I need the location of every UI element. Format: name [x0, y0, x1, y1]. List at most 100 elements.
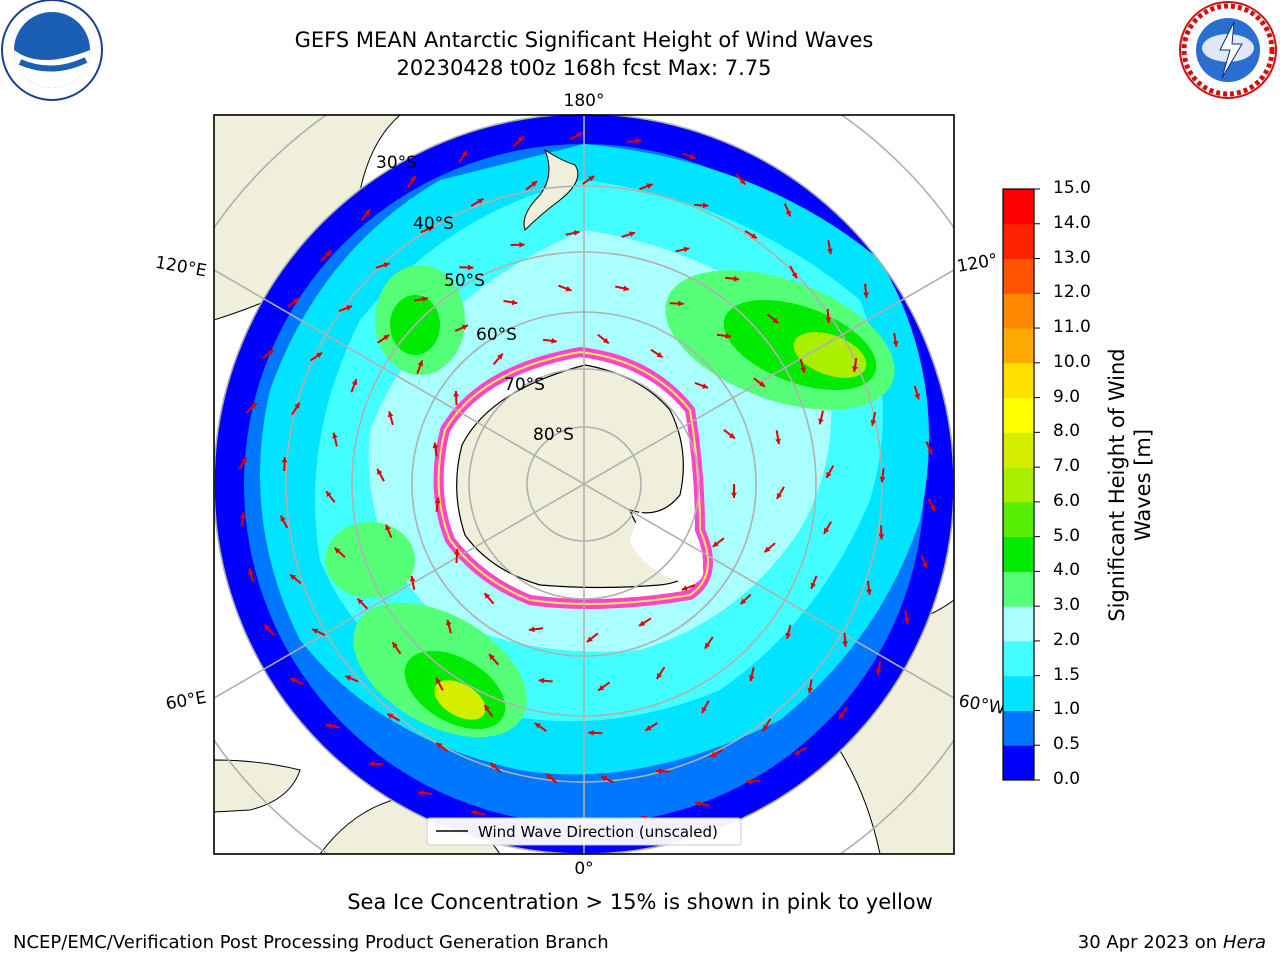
direction-arrow-head [293, 298, 299, 304]
colorbar-tick-label: 4.0 [1053, 560, 1081, 581]
direction-arrow-head [436, 742, 443, 749]
direction-arrow-head [576, 132, 583, 138]
direction-arrow-head [689, 154, 696, 160]
direction-arrow-head [268, 349, 274, 356]
direction-arrow-head [629, 231, 635, 237]
direction-arrow-head [839, 712, 845, 719]
direction-arrow-head [731, 492, 737, 498]
direction-arrow-head [434, 497, 441, 504]
direction-arrow-head [678, 300, 684, 307]
colorbar-tick-label: 10.0 [1053, 351, 1091, 372]
direction-arrow-head [565, 286, 572, 292]
direction-arrow-head [772, 317, 779, 324]
colorbar-tick-label: 1.5 [1053, 664, 1081, 685]
direction-arrow-head [468, 264, 474, 271]
direction-arrow-head [409, 575, 416, 582]
direction-arrow-head [598, 685, 605, 691]
direction-arrow-head [290, 677, 297, 683]
chart-subtitle: 20230428 t00z 168h fcst Max: 7.75 [396, 56, 772, 80]
direction-arrow-head [346, 305, 352, 311]
colorbar-tick-label: 9.0 [1053, 386, 1081, 407]
lat-label-50s: 50°S [444, 271, 485, 291]
national-weather-service-logo [1179, 1, 1277, 99]
colorbar-segment [1003, 432, 1034, 468]
direction-arrow-head [701, 707, 707, 713]
direction-arrow-head [852, 366, 858, 372]
direction-arrow-head [791, 272, 797, 279]
direction-arrow-head [454, 549, 460, 555]
direction-arrow-head [332, 432, 338, 439]
direction-arrow-head [875, 669, 882, 675]
direction-arrow-head [878, 534, 885, 540]
direction-arrow-head [764, 546, 771, 553]
direction-arrow-head [383, 262, 390, 268]
direction-arrow-head [710, 751, 717, 757]
direction-arrow-head [655, 768, 662, 775]
footer-host: Hera [1222, 932, 1266, 953]
colorbar-segment [1003, 571, 1034, 607]
direction-arrow-head [325, 251, 332, 257]
direction-arrow-head [695, 800, 702, 807]
footer-date: 30 Apr 2023 on Hera [1078, 932, 1266, 953]
direction-arrow-head [751, 233, 757, 239]
direction-arrow-head [725, 333, 731, 339]
colorbar-segment [1003, 397, 1034, 433]
direction-arrow-head [326, 723, 332, 729]
direction-arrow-head [904, 617, 910, 624]
direction-arrow-head [534, 723, 541, 729]
direction-arrow-head [914, 393, 920, 400]
direction-arrow-head [387, 411, 394, 418]
lat-label-60s: 60°S [476, 325, 517, 345]
colorbar-tick-label: 13.0 [1053, 247, 1091, 268]
lat-label-70s: 70°S [504, 375, 545, 395]
direction-arrow-head [334, 547, 341, 554]
footer-date-text: 30 Apr 2023 on [1077, 932, 1223, 953]
colorbar-segment [1003, 501, 1034, 538]
direction-arrow-head [471, 810, 478, 816]
colorbar-tick-label: 2.0 [1053, 629, 1081, 650]
direction-arrow-head [422, 296, 429, 302]
direction-arrow-head [879, 476, 886, 483]
direction-arrow-head [785, 210, 791, 217]
direction-arrow-head [290, 574, 296, 581]
noaa-logo [1, 0, 103, 101]
direction-arrow-head [785, 633, 792, 639]
direction-arrow-head [264, 624, 271, 631]
direction-arrow-head [519, 241, 525, 248]
lon-label-120w: 120° [955, 250, 999, 277]
direction-arrow-head [748, 675, 755, 682]
direction-arrow-head [484, 705, 490, 711]
map-legend: Wind Wave Direction (unscaled) [426, 817, 742, 846]
direction-arrow-head [240, 512, 246, 519]
direction-arrow-head [517, 136, 524, 143]
direction-arrow-head [892, 341, 899, 347]
direction-arrow-head [927, 448, 933, 455]
direction-arrow-head [294, 402, 300, 409]
legend-label: Wind Wave Direction (unscaled) [478, 823, 718, 841]
direction-arrow-head [922, 562, 928, 569]
direction-arrow-head [497, 353, 503, 360]
direction-arrow-head [432, 442, 439, 449]
direction-arrow-head [586, 636, 593, 642]
direction-arrow-head [248, 568, 254, 575]
direction-arrow-head [866, 589, 872, 595]
direction-arrow-head [250, 403, 257, 409]
direction-arrow-head [656, 352, 663, 358]
colorbar [1002, 188, 1040, 781]
colorbar-tick-label: 11.0 [1053, 317, 1091, 338]
colorbar-segment [1003, 223, 1034, 260]
lon-label-0: 0° [574, 859, 593, 879]
direction-arrow-head [453, 391, 459, 397]
direction-arrow-head [702, 202, 709, 209]
colorbar-segment [1003, 467, 1034, 503]
direction-arrow-head [546, 773, 552, 780]
direction-arrow-head [681, 585, 688, 591]
direction-arrow-head [511, 299, 518, 306]
new-zealand [523, 148, 579, 231]
direction-arrow-head [601, 776, 608, 782]
direction-arrow-head [588, 176, 595, 182]
direction-arrow-head [635, 138, 642, 144]
direction-arrow-head [392, 642, 398, 649]
colorbar-tick-label: 14.0 [1053, 212, 1091, 233]
direction-arrow-head [364, 209, 371, 216]
